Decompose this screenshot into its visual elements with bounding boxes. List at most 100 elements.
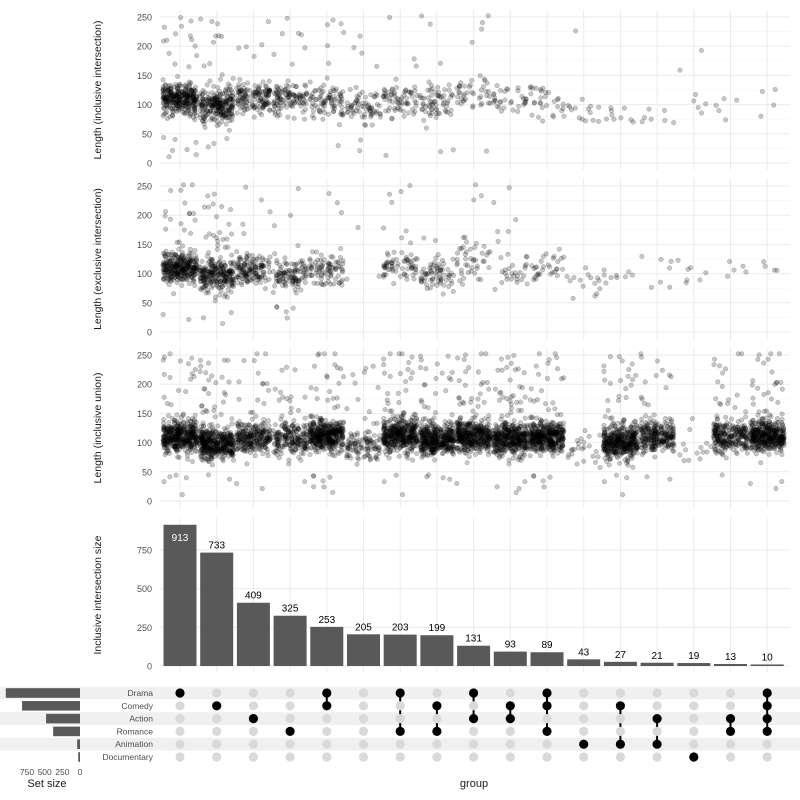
scatter-point [178, 97, 184, 103]
scatter-point [183, 88, 189, 94]
scatter-point [386, 191, 393, 197]
scatter-point [588, 275, 594, 281]
scatter-point [215, 238, 221, 244]
scatter-point [502, 97, 508, 103]
scatter-point [285, 84, 292, 90]
scatter-point [555, 104, 561, 110]
scatter-point [383, 263, 389, 270]
scatter-point [229, 276, 235, 282]
scatter-point [309, 437, 315, 443]
scatter-point [691, 98, 697, 104]
scatter-point [169, 93, 175, 99]
scatter-point [353, 84, 359, 90]
scatter-point [474, 265, 480, 272]
scatter-point [208, 444, 214, 450]
scatter-point [362, 94, 368, 100]
scatter-point [276, 397, 282, 403]
scatter-point [189, 87, 195, 94]
scatter-point [397, 425, 403, 432]
scatter-point [435, 252, 441, 258]
scatter-point [165, 413, 172, 419]
scatter-point [168, 92, 175, 98]
scatter-point [187, 111, 193, 117]
scatter-point [186, 263, 192, 269]
scatter-point [293, 261, 299, 267]
scatter-point [160, 95, 166, 101]
scatter-point [523, 253, 529, 260]
scatter-point [338, 245, 344, 252]
scatter-point [284, 261, 290, 268]
scatter-point [189, 182, 195, 188]
scatter-point [413, 63, 419, 69]
scatter-point [207, 435, 213, 441]
scatter-point [391, 249, 397, 255]
scatter-point [163, 209, 169, 215]
scatter-point [226, 221, 232, 227]
scatter-point [244, 106, 250, 112]
scatter-point [478, 193, 484, 199]
scatter-point [171, 103, 177, 109]
scatter-point [272, 386, 278, 392]
scatter-point [292, 367, 298, 373]
scatter-point [272, 283, 278, 289]
scatter-point [186, 101, 193, 107]
scatter-point [187, 111, 193, 117]
scatter-point [236, 45, 242, 51]
scatter-point [437, 271, 443, 277]
scatter-point [192, 117, 198, 123]
scatter-point [172, 106, 178, 112]
scatter-point [457, 246, 463, 252]
scatter-point [189, 94, 195, 100]
scatter-point [163, 110, 169, 116]
scatter-point [180, 101, 186, 107]
scatter-point [188, 90, 194, 96]
scatter-point [309, 262, 315, 268]
scatter-point [339, 99, 345, 105]
scatter-point [609, 112, 615, 118]
scatter-point [212, 414, 218, 420]
scatter-point [168, 82, 174, 88]
scatter-point [291, 115, 297, 121]
scatter-point [298, 276, 304, 282]
scatter-point [376, 273, 382, 279]
grid-layer [160, 10, 790, 672]
scatter-point [367, 444, 373, 450]
scatter-point [185, 456, 191, 462]
scatter-point [662, 117, 668, 124]
scatter-point [547, 264, 553, 270]
scatter-point [596, 104, 602, 110]
scatter-point [192, 282, 198, 289]
scatter-point [192, 105, 198, 111]
scatter-point [174, 102, 180, 109]
scatter-point [331, 281, 337, 287]
scatter-point [435, 84, 441, 90]
scatter-point [385, 108, 392, 114]
scatter-point [258, 197, 264, 203]
scatter-point [217, 269, 224, 275]
scatter-point [212, 274, 218, 280]
scatter-point [671, 120, 677, 126]
scatter-point [486, 88, 492, 95]
scatter-point [321, 421, 327, 427]
scatter-point [212, 404, 218, 410]
scatter-point [209, 18, 215, 25]
scatter-point [252, 423, 258, 429]
scatter-point [338, 210, 344, 216]
scatter-point [479, 250, 485, 256]
scatter-point [328, 270, 334, 276]
scatter-point [270, 100, 277, 107]
scatter-point [170, 105, 176, 111]
scatter-point [286, 461, 292, 467]
scatter-point [454, 85, 460, 91]
scatter-point [327, 446, 334, 452]
scatter-point [168, 89, 174, 95]
scatter-point [164, 109, 170, 115]
scatter-point [213, 33, 219, 39]
scatter-point [254, 277, 261, 283]
scatter-point [469, 39, 475, 45]
scatter-point [181, 110, 188, 116]
scatter-point [571, 274, 577, 281]
scatter-point [163, 94, 169, 100]
scatter-point [271, 107, 277, 113]
scatter-point [685, 266, 691, 272]
